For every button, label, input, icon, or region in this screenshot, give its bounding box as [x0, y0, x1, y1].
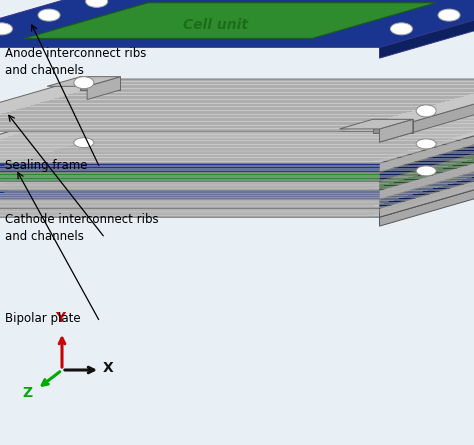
- Ellipse shape: [416, 166, 436, 176]
- Ellipse shape: [86, 0, 108, 8]
- Ellipse shape: [74, 77, 94, 89]
- Polygon shape: [380, 147, 474, 208]
- Polygon shape: [24, 3, 436, 38]
- Ellipse shape: [0, 23, 12, 35]
- Polygon shape: [380, 0, 474, 58]
- Polygon shape: [81, 165, 474, 174]
- Text: X: X: [103, 361, 113, 375]
- Text: Cathode interconnect ribs
and channels: Cathode interconnect ribs and channels: [5, 213, 159, 243]
- Text: Y: Y: [55, 311, 65, 325]
- Polygon shape: [339, 119, 413, 129]
- Ellipse shape: [74, 111, 94, 121]
- Polygon shape: [0, 0, 474, 47]
- Ellipse shape: [391, 23, 412, 35]
- Polygon shape: [373, 119, 413, 133]
- Polygon shape: [0, 129, 474, 181]
- Polygon shape: [81, 147, 474, 156]
- Polygon shape: [87, 77, 120, 100]
- Text: Sealing frame: Sealing frame: [5, 158, 88, 171]
- Polygon shape: [81, 156, 474, 165]
- Polygon shape: [81, 79, 474, 90]
- Polygon shape: [380, 111, 474, 172]
- Ellipse shape: [74, 138, 94, 148]
- Polygon shape: [380, 138, 474, 199]
- Polygon shape: [81, 111, 474, 120]
- Text: Cell unit: Cell unit: [183, 18, 248, 32]
- Ellipse shape: [38, 9, 60, 21]
- Text: Anode interconnect ribs
and channels: Anode interconnect ribs and channels: [5, 47, 146, 77]
- Polygon shape: [0, 165, 474, 217]
- Polygon shape: [81, 129, 474, 138]
- Polygon shape: [81, 138, 474, 147]
- Polygon shape: [0, 111, 474, 163]
- Polygon shape: [0, 120, 474, 172]
- Text: Z: Z: [22, 386, 32, 400]
- Polygon shape: [380, 156, 474, 217]
- Polygon shape: [380, 120, 474, 181]
- Polygon shape: [380, 165, 474, 226]
- Text: Bipolar plate: Bipolar plate: [5, 312, 81, 324]
- Polygon shape: [0, 147, 474, 199]
- Polygon shape: [0, 156, 474, 208]
- Polygon shape: [81, 120, 474, 129]
- Ellipse shape: [416, 139, 436, 149]
- Polygon shape: [0, 138, 474, 190]
- Polygon shape: [81, 0, 474, 6]
- Polygon shape: [47, 77, 120, 86]
- Ellipse shape: [438, 9, 460, 21]
- Polygon shape: [380, 119, 413, 142]
- Polygon shape: [81, 77, 120, 90]
- Ellipse shape: [416, 105, 436, 117]
- Polygon shape: [380, 79, 474, 142]
- Polygon shape: [0, 79, 474, 131]
- Polygon shape: [380, 129, 474, 190]
